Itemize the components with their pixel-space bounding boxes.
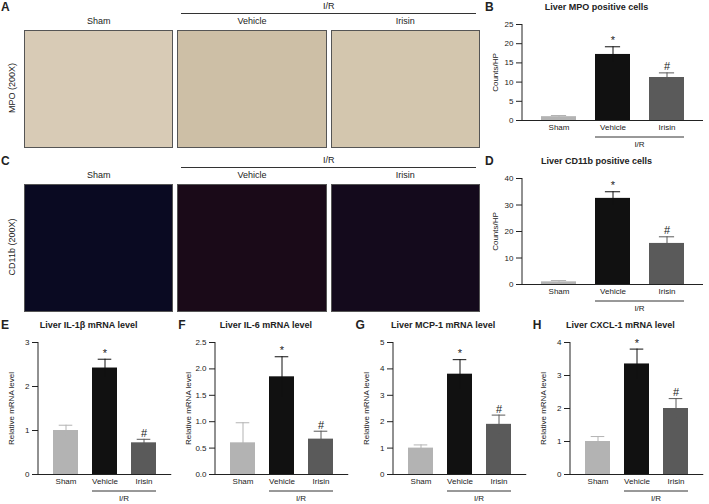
- svg-text:Vehicle: Vehicle: [600, 123, 626, 132]
- svg-text:0: 0: [25, 470, 30, 479]
- svg-text:0.0: 0.0: [196, 470, 208, 479]
- svg-text:0: 0: [557, 470, 562, 479]
- svg-text:3: 3: [380, 391, 385, 400]
- svg-text:Irisin: Irisin: [136, 477, 153, 486]
- svg-text:5: 5: [380, 338, 385, 347]
- svg-text:Relative mRNA level: Relative mRNA level: [7, 372, 16, 445]
- svg-text:20: 20: [505, 227, 514, 236]
- svg-text:I/R: I/R: [634, 304, 644, 313]
- svg-text:Irisin: Irisin: [667, 477, 684, 486]
- svg-text:10: 10: [505, 254, 514, 263]
- svg-text:Sham: Sham: [410, 477, 431, 486]
- html-text:Vehicle: Vehicle: [237, 170, 267, 180]
- svg-text:10: 10: [505, 78, 514, 87]
- svg-text:Irisin: Irisin: [490, 477, 507, 486]
- svg-text:1: 1: [25, 426, 30, 435]
- html-text:Vehicle: Vehicle: [237, 16, 267, 26]
- svg-text:Relative mRNA level: Relative mRNA level: [539, 372, 548, 445]
- svg-text:1: 1: [380, 444, 385, 453]
- svg-text:Relative mRNA level: Relative mRNA level: [362, 372, 371, 445]
- html-text:G: G: [355, 318, 365, 332]
- svg-text:#: #: [495, 403, 502, 415]
- html-text:Liver MCP-1 mRNA level: Liver MCP-1 mRNA level: [391, 320, 496, 330]
- svg-text:I/R: I/R: [473, 494, 483, 503]
- svg-text:Vehicle: Vehicle: [269, 477, 295, 486]
- svg-text:Vehicle: Vehicle: [624, 477, 650, 486]
- html-text:D: D: [485, 154, 494, 168]
- svg-text:15: 15: [505, 58, 514, 67]
- svg-text:#: #: [664, 224, 671, 236]
- svg-text:*: *: [635, 337, 640, 349]
- svg-text:I/R: I/R: [651, 494, 661, 503]
- svg-text:Counts/HP: Counts/HP: [491, 53, 500, 92]
- html-text:Sham: Sham: [86, 170, 111, 180]
- html-text:B: B: [485, 0, 494, 14]
- html-text:Liver CD11b positive cells: Liver CD11b positive cells: [541, 156, 652, 166]
- svg-text:Sham: Sham: [549, 123, 570, 132]
- html-text:E: E: [1, 318, 9, 332]
- svg-text:I/R: I/R: [119, 494, 129, 503]
- html-text:H: H: [532, 318, 542, 332]
- svg-text:5: 5: [509, 97, 514, 106]
- svg-text:1.0: 1.0: [196, 417, 208, 426]
- html-text:Liver IL-6 mRNA level: Liver IL-6 mRNA level: [219, 320, 312, 330]
- svg-text:2.5: 2.5: [196, 338, 208, 347]
- svg-text:3: 3: [25, 338, 30, 347]
- svg-text:0: 0: [509, 116, 514, 125]
- svg-text:4: 4: [380, 364, 385, 373]
- html-text:MPO (200X): MPO (200X): [7, 63, 17, 113]
- html-text:Sham: Sham: [86, 16, 111, 26]
- html-text:I/R: I/R: [322, 155, 335, 165]
- svg-text:I/R: I/R: [296, 494, 306, 503]
- svg-text:0: 0: [380, 470, 385, 479]
- svg-text:2: 2: [25, 382, 30, 391]
- svg-text:0: 0: [509, 280, 514, 289]
- svg-text:Sham: Sham: [233, 477, 254, 486]
- svg-text:40: 40: [505, 174, 514, 183]
- svg-text:#: #: [673, 386, 680, 398]
- svg-text:*: *: [457, 347, 462, 359]
- svg-text:Sham: Sham: [56, 477, 77, 486]
- svg-text:#: #: [664, 60, 671, 72]
- html-text:C: C: [1, 154, 10, 168]
- svg-text:1.5: 1.5: [196, 391, 208, 400]
- html-text:A: A: [1, 0, 10, 14]
- svg-text:Vehicle: Vehicle: [447, 477, 473, 486]
- svg-text:4: 4: [557, 338, 562, 347]
- svg-text:Relative mRNA level: Relative mRNA level: [184, 372, 193, 445]
- svg-text:*: *: [611, 179, 616, 191]
- svg-text:#: #: [141, 427, 148, 439]
- html-text:I/R: I/R: [322, 1, 335, 11]
- html-text:CD11b (200X): CD11b (200X): [7, 218, 17, 276]
- html-text:Liver CXCL-1 mRNA level: Liver CXCL-1 mRNA level: [566, 320, 675, 330]
- svg-text:25: 25: [505, 20, 514, 29]
- html-text:F: F: [178, 318, 186, 332]
- svg-text:0.5: 0.5: [196, 444, 208, 453]
- svg-text:Vehicle: Vehicle: [600, 287, 626, 296]
- svg-text:*: *: [611, 34, 616, 46]
- html-text:Liver MPO positive cells: Liver MPO positive cells: [544, 2, 649, 12]
- svg-text:2: 2: [380, 417, 385, 426]
- svg-text:Vehicle: Vehicle: [92, 477, 118, 486]
- html-text:Irisin: Irisin: [395, 170, 415, 180]
- svg-text:3: 3: [557, 371, 562, 380]
- svg-text:#: #: [318, 419, 325, 431]
- svg-text:I/R: I/R: [634, 140, 644, 149]
- html-text:Liver IL-1β mRNA level: Liver IL-1β mRNA level: [39, 320, 138, 330]
- svg-text:1: 1: [557, 437, 562, 446]
- svg-text:Sham: Sham: [587, 477, 608, 486]
- svg-text:Irisin: Irisin: [659, 287, 676, 296]
- svg-text:20: 20: [505, 39, 514, 48]
- svg-text:Counts/HP: Counts/HP: [491, 212, 500, 251]
- html-text:Irisin: Irisin: [395, 16, 415, 26]
- svg-text:Sham: Sham: [549, 287, 570, 296]
- svg-text:30: 30: [505, 201, 514, 210]
- svg-text:2.0: 2.0: [196, 364, 208, 373]
- svg-text:*: *: [280, 344, 285, 356]
- svg-text:Irisin: Irisin: [659, 123, 676, 132]
- svg-text:2: 2: [557, 404, 562, 413]
- svg-text:*: *: [103, 347, 108, 359]
- svg-text:Irisin: Irisin: [313, 477, 330, 486]
